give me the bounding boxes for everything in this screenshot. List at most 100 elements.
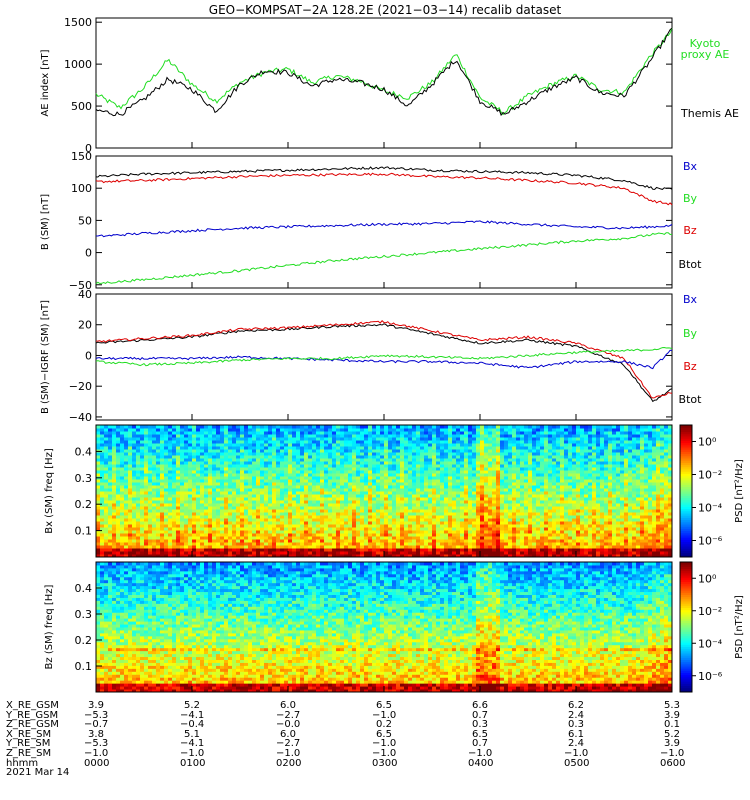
spectrogram-cell — [404, 464, 409, 468]
spectrogram-cell — [324, 461, 329, 465]
spectrogram-cell — [120, 485, 125, 489]
spectrogram-cell — [488, 467, 493, 471]
spectrogram-cell — [288, 503, 293, 507]
spectrogram-cell — [472, 485, 477, 489]
spectrogram-cell — [280, 434, 285, 438]
spectrogram-cell — [284, 446, 289, 450]
spectrogram-cell — [96, 434, 101, 438]
spectrogram-cell — [336, 434, 341, 438]
spectrogram-cell — [352, 470, 357, 474]
spectrogram-cell — [420, 506, 425, 510]
spectrogram-cell — [388, 509, 393, 513]
spectrogram-cell — [160, 518, 165, 522]
spectrogram-cell — [364, 527, 369, 531]
spectrogram-cell — [340, 425, 345, 429]
spectrogram-cell — [244, 464, 249, 468]
spectrogram-cell — [420, 449, 425, 453]
spectrogram-cell — [412, 509, 417, 513]
spectrogram-cell — [144, 479, 149, 483]
spectrogram-cell — [312, 554, 317, 558]
spectrogram-cell — [524, 527, 529, 531]
spectrogram-cell — [336, 461, 341, 465]
spectrogram-cell — [328, 500, 333, 504]
spectrogram-cell — [256, 437, 261, 441]
spectrogram-cell — [512, 440, 517, 444]
spectrogram-cell — [292, 512, 297, 516]
spectrogram-cell — [184, 425, 189, 429]
spectrogram-cell — [240, 527, 245, 531]
spectrogram-cell — [340, 512, 345, 516]
spectrogram-cell — [320, 488, 325, 492]
spectrogram-cell — [440, 437, 445, 441]
spectrogram-cell — [440, 494, 445, 498]
spectrogram-cell — [332, 431, 337, 435]
spectrogram-cell — [280, 443, 285, 447]
spectrogram-cell — [460, 428, 465, 432]
spectrogram-cell — [184, 533, 189, 537]
spectrogram-cell — [452, 500, 457, 504]
spectrogram-cell — [536, 443, 541, 447]
spectrogram-cell — [516, 533, 521, 537]
spectrogram-cell — [344, 527, 349, 531]
spectrogram-cell — [180, 473, 185, 477]
spectrogram-cell — [268, 488, 273, 492]
spectrogram-cell — [196, 446, 201, 450]
spectrogram-cell — [380, 452, 385, 456]
spectrogram-cell — [504, 512, 509, 516]
spectrogram-cell — [528, 506, 533, 510]
spectrogram-cell — [468, 551, 473, 555]
spectrogram-cell — [480, 539, 485, 543]
spectrogram-cell — [496, 440, 501, 444]
spectrogram-cell — [124, 467, 129, 471]
spectrogram-cell — [368, 527, 373, 531]
spectrogram-cell — [520, 539, 525, 543]
spectrogram-cell — [520, 467, 525, 471]
spectrogram-cell — [484, 527, 489, 531]
spectrogram-cell — [344, 470, 349, 474]
spectrogram-cell — [512, 503, 517, 507]
spectrogram-cell — [488, 506, 493, 510]
spectrogram-cell — [532, 440, 537, 444]
spectrogram-cell — [120, 482, 125, 486]
spectrogram-cell — [112, 449, 117, 453]
spectrogram-cell — [168, 530, 173, 534]
spectrogram-cell — [340, 470, 345, 474]
spectrogram-cell — [136, 503, 141, 507]
spectrogram-cell — [356, 425, 361, 429]
spectrogram-cell — [428, 452, 433, 456]
spectrogram-cell — [224, 476, 229, 480]
spectrogram-cell — [328, 464, 333, 468]
spectrogram-cell — [384, 440, 389, 444]
spectrogram-cell — [180, 539, 185, 543]
spectrogram-cell — [136, 446, 141, 450]
spectrogram-cell — [348, 500, 353, 504]
spectrogram-cell — [504, 461, 509, 465]
spectrogram-cell — [100, 434, 105, 438]
spectrogram-cell — [472, 539, 477, 543]
spectrogram-cell — [192, 428, 197, 432]
spectrogram-cell — [148, 509, 153, 513]
spectrogram-cell — [380, 488, 385, 492]
spectrogram-cell — [228, 437, 233, 441]
spectrogram-cell — [512, 464, 517, 468]
spectrogram-cell — [488, 425, 493, 429]
spectrogram-cell — [456, 428, 461, 432]
spectrogram-cell — [224, 542, 229, 546]
spectrogram-cell — [380, 497, 385, 501]
spectrogram-cell — [228, 545, 233, 549]
spectrogram-cell — [420, 473, 425, 477]
spectrogram-cell — [348, 455, 353, 459]
spectrogram-cell — [108, 518, 113, 522]
spectrogram-cell — [468, 485, 473, 489]
spectrogram-cell — [316, 482, 321, 486]
spectrogram-cell — [276, 545, 281, 549]
spectrogram-cell — [428, 464, 433, 468]
spectrogram-cell — [400, 500, 405, 504]
spectrogram-cell — [460, 479, 465, 483]
spectrogram-cell — [324, 470, 329, 474]
spectrogram-cell — [236, 425, 241, 429]
spectrogram-cell — [416, 431, 421, 435]
spectrogram-cell — [172, 551, 177, 555]
spectrogram-cell — [144, 554, 149, 558]
spectrogram-cell — [416, 536, 421, 540]
